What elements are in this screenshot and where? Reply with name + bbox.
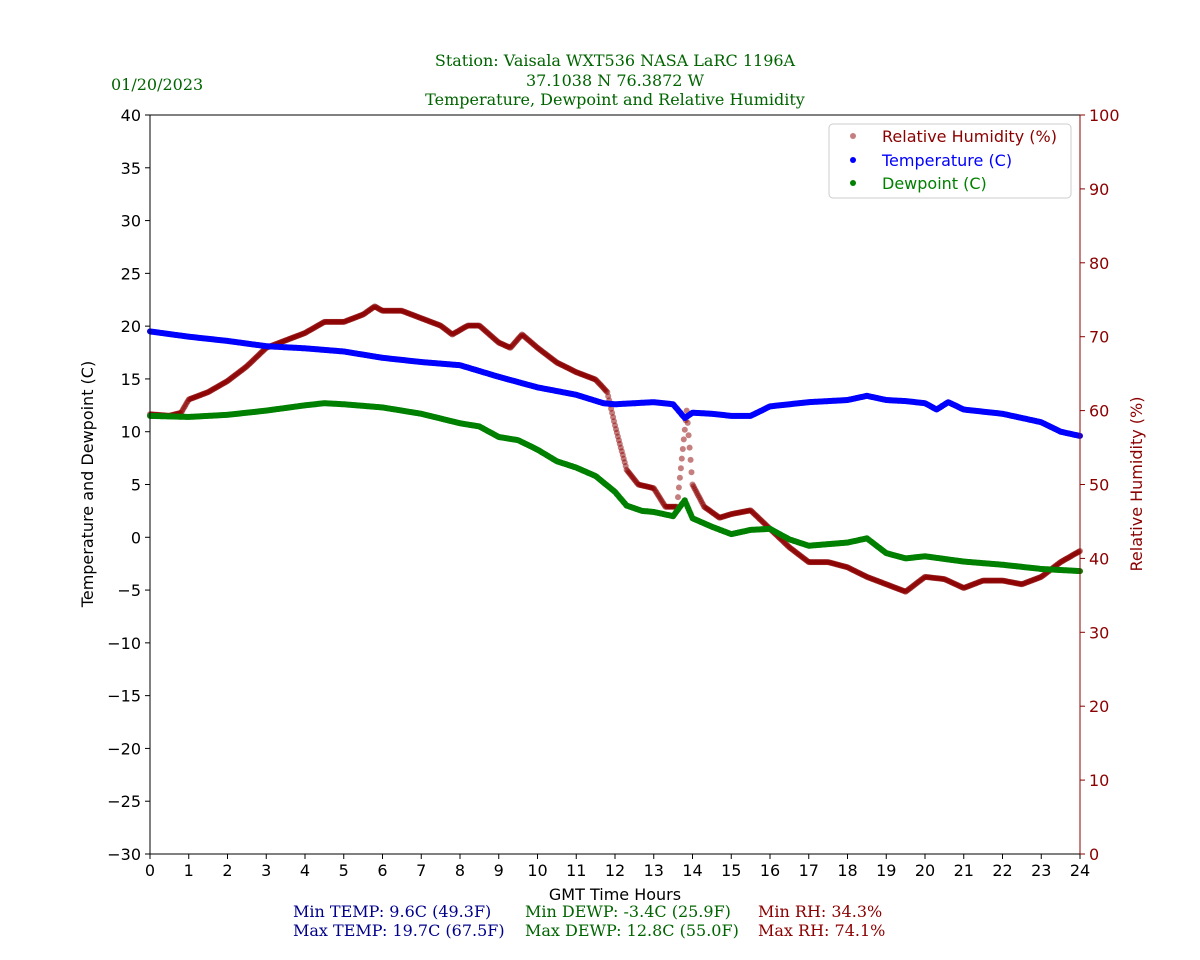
x-tick-label: 11: [566, 861, 586, 880]
y-tick-label: −5: [117, 581, 141, 600]
y-tick-label: 20: [121, 317, 141, 336]
rh-point: [687, 456, 694, 463]
legend-label-temp: Temperature (C): [881, 151, 1012, 170]
rh-point: [685, 432, 692, 439]
y-tick-label: 10: [121, 423, 141, 442]
y-tick-label: 25: [121, 264, 141, 283]
x-axis-label: GMT Time Hours: [549, 885, 681, 904]
y2-tick-label: 50: [1089, 476, 1109, 495]
x-tick-label: 24: [1070, 861, 1090, 880]
x-tick-label: 13: [644, 861, 664, 880]
y-tick-label: 15: [121, 370, 141, 389]
legend-marker-rh: [850, 133, 856, 139]
rh-point: [677, 465, 684, 472]
series-temp: [147, 328, 1083, 439]
y-tick-label: 40: [121, 106, 141, 125]
x-tick-label: 16: [760, 861, 780, 880]
series-dewp: [147, 400, 1083, 575]
x-tick-label: 23: [1031, 861, 1051, 880]
y-tick-label: −25: [107, 792, 141, 811]
y-tick-label: 30: [121, 212, 141, 231]
rh-point: [680, 436, 687, 443]
rh-point: [675, 484, 682, 491]
y2-tick-label: 70: [1089, 328, 1109, 347]
plot-area: [147, 303, 1083, 595]
y2-tick-label: 20: [1089, 697, 1109, 716]
x-tick-label: 18: [837, 861, 857, 880]
series-rh: [147, 303, 1083, 595]
legend-label-rh: Relative Humidity (%): [882, 127, 1057, 146]
legend-label-dewp: Dewpoint (C): [882, 174, 987, 193]
x-tick-label: 6: [377, 861, 387, 880]
rh-point: [681, 426, 688, 433]
x-tick-label: 21: [954, 861, 974, 880]
y2-tick-label: 10: [1089, 771, 1109, 790]
y2-tick-label: 80: [1089, 254, 1109, 273]
max-dewp-stat: Max DEWP: 12.8C (55.0F): [525, 921, 739, 940]
x-tick-label: 9: [494, 861, 504, 880]
x-tick-label: 22: [992, 861, 1012, 880]
y2-tick-label: 90: [1089, 180, 1109, 199]
max-rh-stat: Max RH: 74.1%: [758, 921, 885, 940]
axes: 0 1 2 3 4 5 6 7 8 9 10 11 12 13 14 15 16 17 18 19 20 21 22 23 24…: [107, 106, 1119, 880]
y-tick-label: −30: [107, 845, 141, 864]
legend: Relative Humidity (%) Temperature (C) De…: [828, 123, 1072, 199]
x-tick-label: 5: [339, 861, 349, 880]
y2-tick-label: 60: [1089, 402, 1109, 421]
max-temp-stat: Max TEMP: 19.7C (67.5F): [293, 921, 505, 940]
legend-marker-dewp: [850, 180, 856, 186]
min-rh-stat: Min RH: 34.3%: [758, 902, 882, 921]
y2-axis-label: Relative Humidity (%): [1127, 397, 1146, 572]
y-tick-label: −20: [107, 739, 141, 758]
y2-tick-label: 0: [1089, 845, 1099, 864]
x-tick-label: 17: [799, 861, 819, 880]
min-dewp-stat: Min DEWP: -3.4C (25.9F): [525, 902, 731, 921]
y-tick-label: −15: [107, 687, 141, 706]
date-label: 01/20/2023: [111, 75, 203, 94]
x-tick-label: 7: [416, 861, 426, 880]
x-tick-label: 15: [721, 861, 741, 880]
y2-tick-label: 100: [1089, 106, 1120, 125]
y2-tick-label: 40: [1089, 549, 1109, 568]
x-tick-label: 4: [300, 861, 310, 880]
rh-point: [684, 419, 691, 426]
x-tick-label: 20: [915, 861, 935, 880]
legend-marker-temp: [850, 157, 856, 163]
rh-point: [676, 474, 683, 481]
x-tick-label: 1: [184, 861, 194, 880]
rh-point: [675, 494, 681, 501]
chart-title: Temperature, Dewpoint and Relative Humid…: [425, 90, 805, 109]
rh-point: [679, 446, 686, 452]
x-tick-label: 19: [876, 861, 896, 880]
y-tick-label: −10: [107, 634, 141, 653]
y-axis-label: Temperature and Dewpoint (C): [78, 361, 97, 608]
x-tick-label: 10: [527, 861, 547, 880]
x-tick-label: 3: [261, 861, 271, 880]
y-tick-label: 35: [121, 159, 141, 178]
x-tick-label: 0: [145, 861, 155, 880]
y-tick-label: 5: [131, 476, 141, 495]
rh-point: [688, 469, 695, 476]
title-station: Station: Vaisala WXT536 NASA LaRC 1196A: [435, 51, 796, 70]
x-tick-label: 12: [605, 861, 625, 880]
y2-tick-label: 30: [1089, 623, 1109, 642]
x-tick-label: 14: [682, 861, 702, 880]
x-tick-label: 8: [455, 861, 465, 880]
rh-point: [686, 444, 693, 451]
title-coords: 37.1038 N 76.3872 W: [526, 71, 705, 90]
min-temp-stat: Min TEMP: 9.6C (49.3F): [293, 902, 491, 921]
x-tick-label: 2: [222, 861, 232, 880]
rh-point: [678, 455, 685, 462]
y-tick-label: 0: [131, 528, 141, 547]
